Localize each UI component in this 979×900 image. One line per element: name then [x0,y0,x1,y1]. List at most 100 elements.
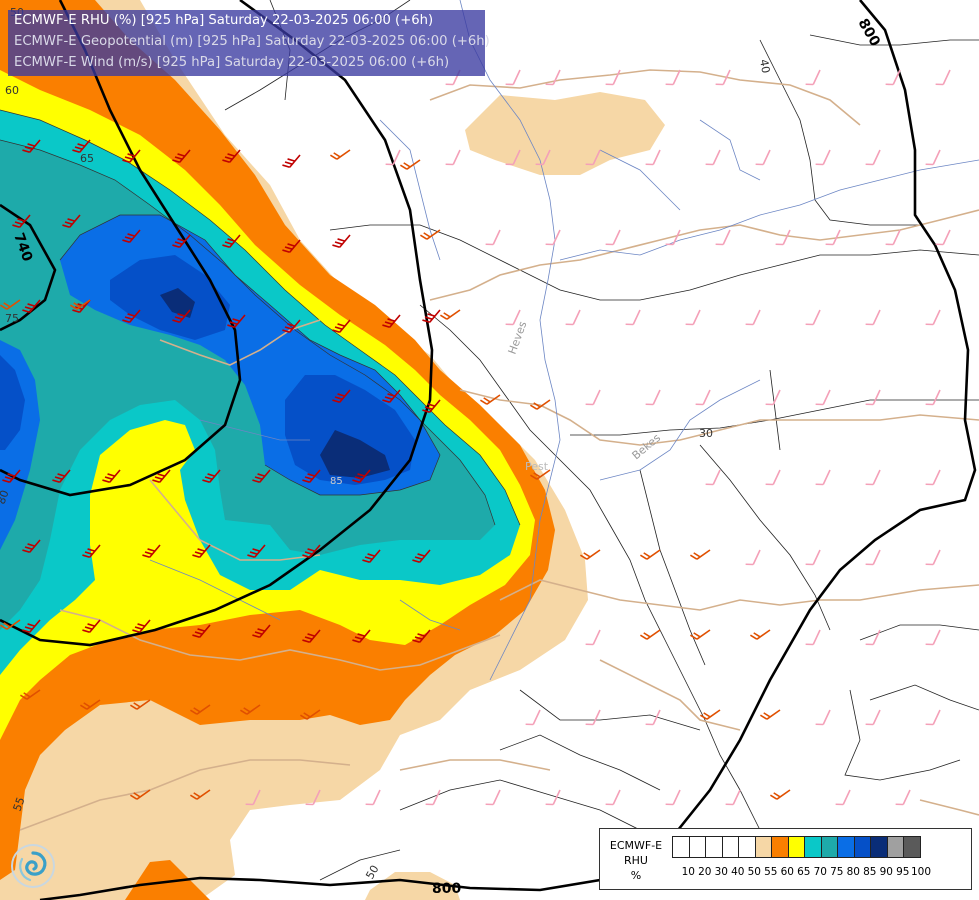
wind-barb-icon [189,704,211,715]
wind-barb-icon [605,789,621,806]
legend-tick: 55 [764,866,778,878]
wind-barb-icon [705,469,721,486]
wind-barb-icon [399,159,421,170]
wind-barb-icon [422,309,441,324]
wind-barb-icon [122,149,141,164]
wind-barb-icon [755,149,771,166]
wind-barb-icon [525,709,541,726]
wind-barb-icon [425,789,441,806]
rhu-label-30: 30 [699,427,713,440]
wind-barb-icon [365,789,381,806]
wind-barb-icon [385,149,401,166]
wind-barb-icon [865,389,881,406]
rhu-label-60: 60 [5,84,19,97]
wind-barb-icon [885,69,901,86]
legend-tick: 20 [698,866,712,878]
wind-barb-icon [765,469,781,486]
legend-tick: 95 [896,866,910,878]
wind-barb-icon [545,789,561,806]
wind-barb-icon [329,149,351,160]
wind-barb-icon [302,629,321,644]
wind-barb-icon [0,619,21,630]
wind-barb-icon [759,709,781,720]
wind-barb-icon [815,469,831,486]
wind-barb-icon [865,709,881,726]
legend-title-model: ECMWF-E [609,839,663,852]
wind-barb-icon [19,689,41,700]
wind-barb-icon [805,309,821,326]
wind-barb-icon [252,624,271,639]
legend-swatch [738,836,756,858]
rhu-label-55: 55 [11,795,28,813]
rhu-label-80: 80 [0,488,12,506]
place-label-pest[interactable]: Pest [525,460,549,473]
wind-barb-icon [72,139,91,154]
wind-barb-icon [505,149,521,166]
wind-barb-icon [129,699,151,710]
legend-tick: 40 [731,866,745,878]
wind-barb-icon [565,309,581,326]
wind-barb-icon [815,149,831,166]
legend-tick: 50 [747,866,761,878]
legend-tick: 60 [780,866,794,878]
wind-barb-icon [239,704,261,715]
wind-barb-icon [62,214,81,229]
wind-barb-icon [685,309,701,326]
wind-barb-icon [485,789,501,806]
wind-barb-icon [925,389,941,406]
wind-barb-icon [82,619,101,634]
legend-swatch [672,836,690,858]
wind-barb-icon [925,469,941,486]
ecmwf-swirl-icon [11,844,55,888]
wind-barb-icon [529,399,551,410]
legend-tick: 90 [879,866,893,878]
legend-swatch [886,836,904,858]
wind-barb-icon [247,544,266,559]
legend-swatch [688,836,706,858]
wind-barb-icon [815,389,831,406]
legend-swatch [771,836,789,858]
wind-barb-icon [485,229,501,246]
wind-barb-icon [665,229,681,246]
wind-barb-icon [639,629,661,640]
legend-title-unit: % [630,869,642,882]
geopotential-contour-740 [0,0,242,497]
wind-barb-icon [352,469,371,484]
legend-tick: 10 [681,866,695,878]
title-wind: ECMWF-E Wind (m/s) [925 hPa] Saturday 22… [14,55,450,70]
wind-barb-icon [52,469,71,484]
wind-barb-icon [579,549,601,560]
wind-barb-icon [129,789,151,800]
wind-barb-icon [925,709,941,726]
rhu-label-75: 75 [5,312,19,325]
rhu-90-area-2 [320,430,390,478]
wind-barb-icon [22,139,41,154]
wind-barb-icon [805,69,821,86]
wind-barb-icon [412,549,431,564]
legend-swatch [903,836,921,858]
wind-barb-icon [282,239,301,254]
wind-barb-icon [625,309,641,326]
wind-barb-icon [769,789,791,800]
wind-barb-icon [142,544,161,559]
rhu-55-patch-lower [365,872,460,900]
wind-barb-icon [765,389,781,406]
wind-barb-icon [172,309,191,324]
wind-barb-icon [282,319,301,334]
wind-barb-icon [665,789,681,806]
wind-barb-icon [302,469,321,484]
wind-barb-icon [775,229,791,246]
wind-barb-icon [439,309,461,320]
wind-barb-icon [745,549,761,566]
legend-swatch [870,836,888,858]
legend-title-variable: RHU [624,854,648,867]
wind-barb-icon [362,549,381,564]
wind-barb-icon [152,469,171,484]
wind-barb-icon [865,629,881,646]
admin-boundaries [224,0,979,881]
rhu-label-85: 85 [330,476,343,487]
wind-barb-icon [715,69,731,86]
rhu-label-40: 40 [757,58,772,74]
wind-barb-icon [382,389,401,404]
